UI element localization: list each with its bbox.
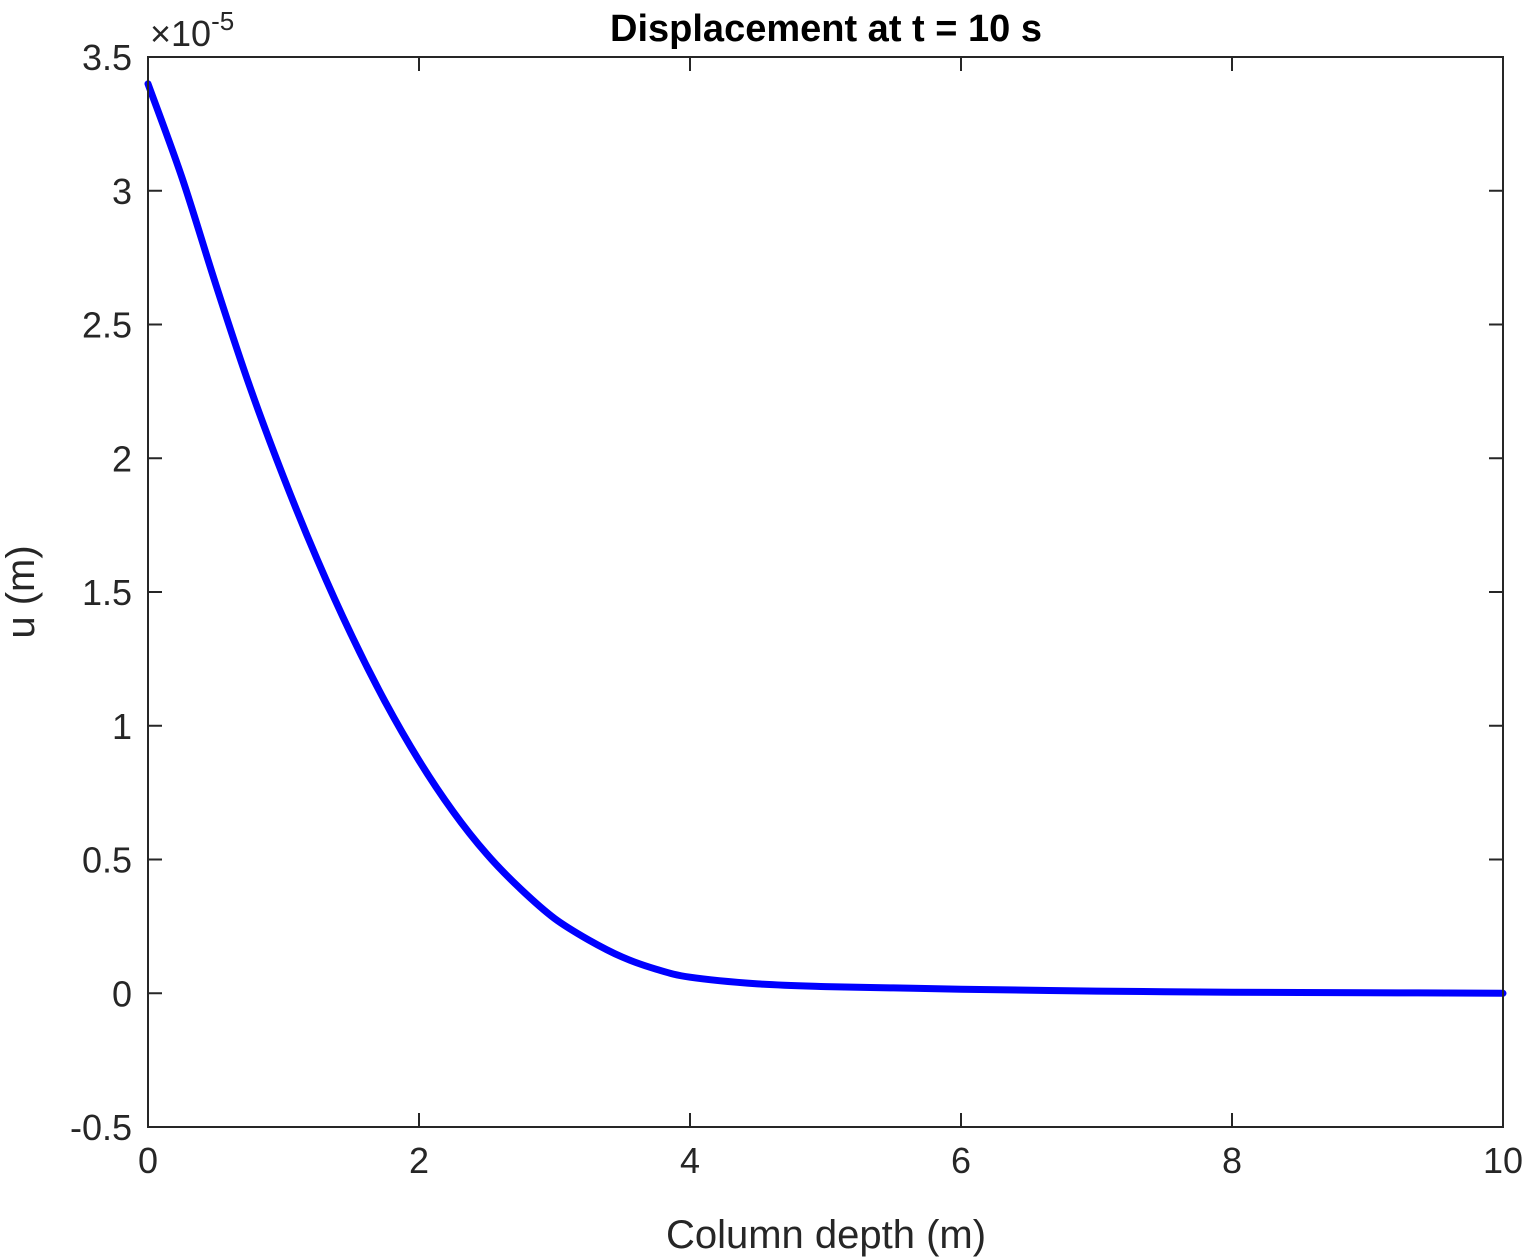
y-tick-label: 0	[112, 973, 132, 1014]
y-tick-label: 1.5	[82, 572, 132, 613]
y-axis-ticks: -0.5 0 0.5 1 1.5 2 2.5 3 3.5	[70, 37, 1503, 1148]
y-tick-label: 2	[112, 438, 132, 479]
x-tick-label: 10	[1483, 1140, 1523, 1181]
data-series-line	[144, 80, 1507, 997]
x-axis-label: Column depth (m)	[666, 1213, 986, 1257]
y-tick-label: 2.5	[82, 305, 132, 346]
y-axis-exponent-power: -5	[211, 6, 234, 36]
y-axis-exponent-base: ×10	[150, 13, 211, 54]
plot-area-border	[147, 56, 1504, 1128]
x-tick-label: 6	[951, 1140, 971, 1181]
y-tick-label: 0.5	[82, 840, 132, 881]
y-tick-label: 3	[112, 171, 132, 212]
y-axis-label: u (m)	[0, 545, 43, 638]
y-axis-exponent: ×10-5	[150, 6, 234, 54]
y-tick-label: 1	[112, 706, 132, 747]
x-tick-label: 4	[680, 1140, 700, 1181]
y-tick-label: -0.5	[70, 1107, 132, 1148]
chart-title: Displacement at t = 10 s	[610, 8, 1042, 50]
x-tick-label: 2	[409, 1140, 429, 1181]
x-tick-label: 0	[138, 1140, 158, 1181]
x-tick-label: 8	[1222, 1140, 1242, 1181]
y-tick-label: 3.5	[82, 37, 132, 78]
x-axis-ticks: 0 2 4 6 8 10	[138, 57, 1523, 1181]
